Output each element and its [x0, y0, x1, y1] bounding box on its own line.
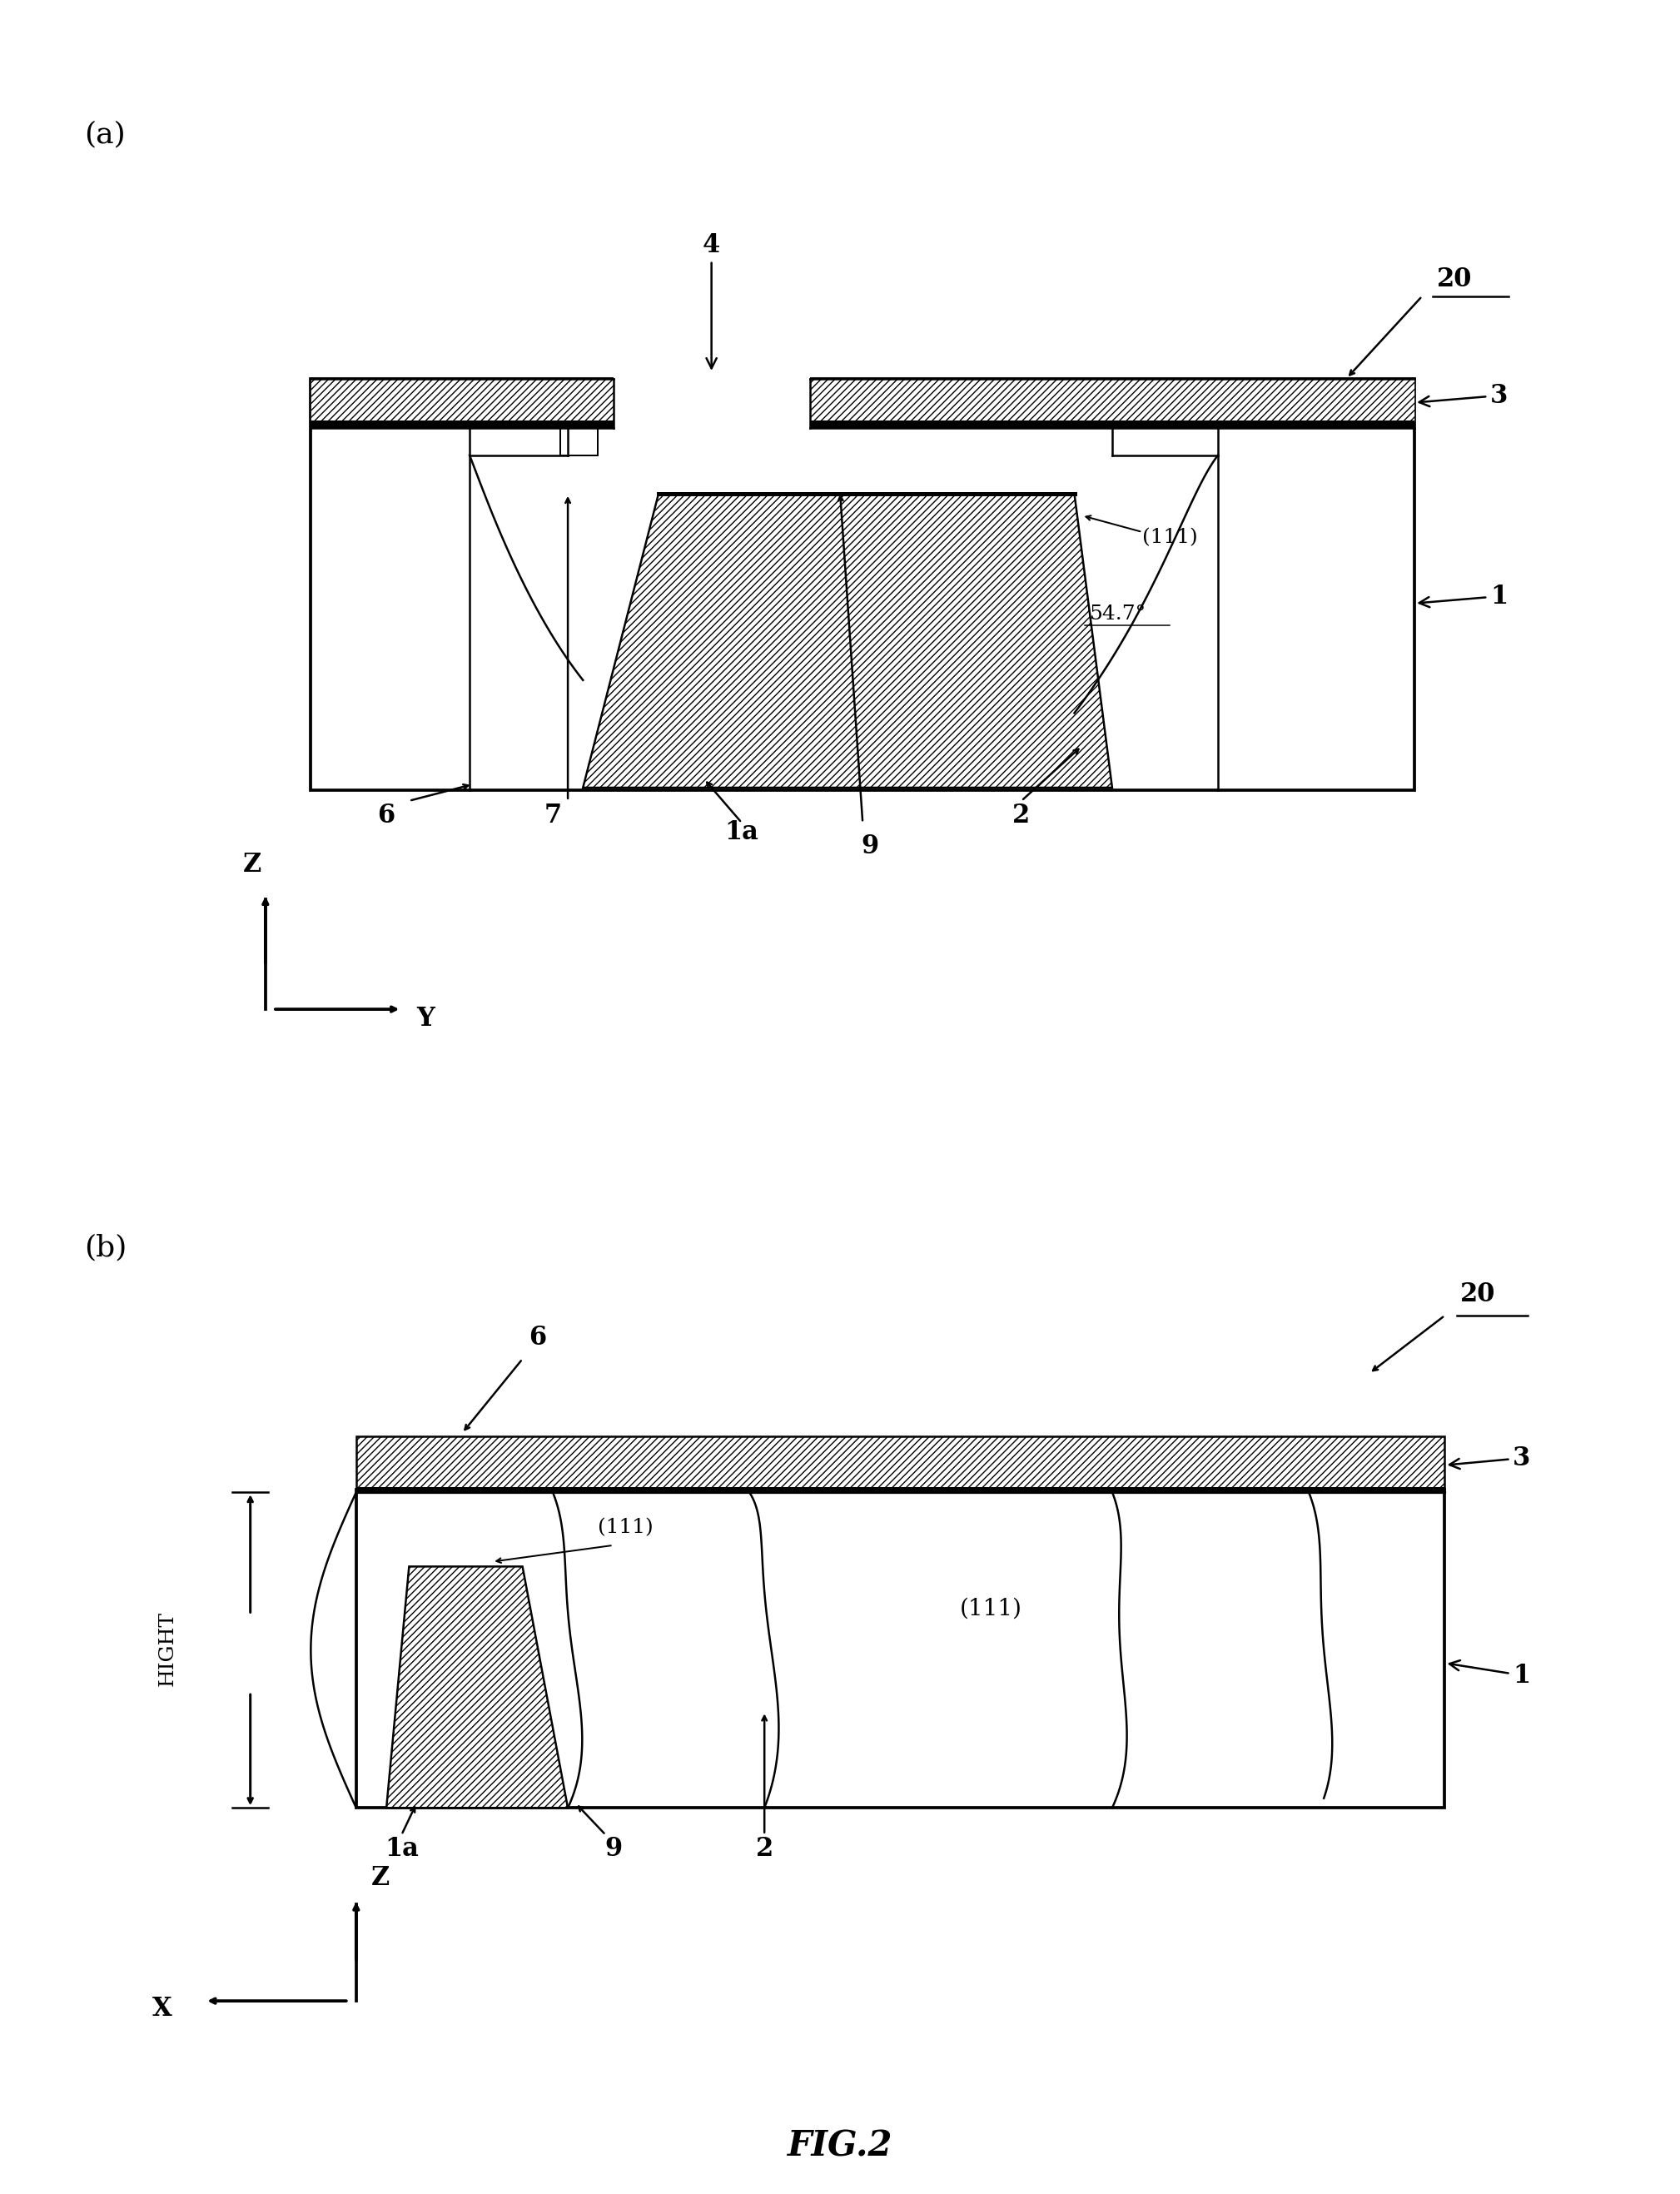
- Text: 20: 20: [1460, 1281, 1495, 1308]
- Text: (a): (a): [84, 121, 126, 149]
- Bar: [810, 380, 1415, 423]
- Text: 1: 1: [1450, 1661, 1530, 1687]
- Text: FIG.2: FIG.2: [788, 2128, 892, 2163]
- Bar: [356, 1488, 1445, 1494]
- Text: 2: 2: [1013, 803, 1030, 829]
- Text: 3: 3: [1450, 1446, 1530, 1470]
- Text: (b): (b): [84, 1233, 126, 1262]
- Text: 6: 6: [529, 1325, 546, 1349]
- Text: 9: 9: [605, 1836, 622, 1863]
- Text: X: X: [153, 1994, 171, 2021]
- Polygon shape: [583, 494, 1112, 788]
- Text: 7: 7: [544, 803, 561, 829]
- Text: Z: Z: [371, 1865, 390, 1891]
- Text: 54.7°: 54.7°: [1090, 606, 1146, 623]
- Text: (111): (111): [959, 1597, 1023, 1619]
- Bar: [311, 421, 1415, 428]
- Text: 9: 9: [862, 834, 879, 860]
- Bar: [559, 428, 598, 454]
- Text: (111): (111): [1142, 529, 1198, 546]
- Bar: [356, 1490, 1445, 1808]
- Text: Z: Z: [242, 851, 262, 878]
- Bar: [356, 1437, 1445, 1490]
- Text: 4: 4: [702, 233, 721, 369]
- Bar: [311, 377, 1415, 790]
- Text: (111): (111): [598, 1518, 654, 1536]
- Text: 1a: 1a: [385, 1836, 418, 1863]
- Text: HIGHT: HIGHT: [158, 1610, 176, 1685]
- Bar: [311, 380, 613, 423]
- Polygon shape: [386, 1567, 568, 1808]
- Text: 2: 2: [756, 1836, 773, 1863]
- Text: 6: 6: [378, 803, 395, 829]
- Bar: [613, 373, 810, 434]
- Text: 1: 1: [1420, 584, 1507, 610]
- Text: Y: Y: [417, 1005, 435, 1031]
- Text: 3: 3: [1420, 382, 1509, 408]
- Text: 1a: 1a: [724, 818, 759, 845]
- Text: 20: 20: [1438, 268, 1472, 292]
